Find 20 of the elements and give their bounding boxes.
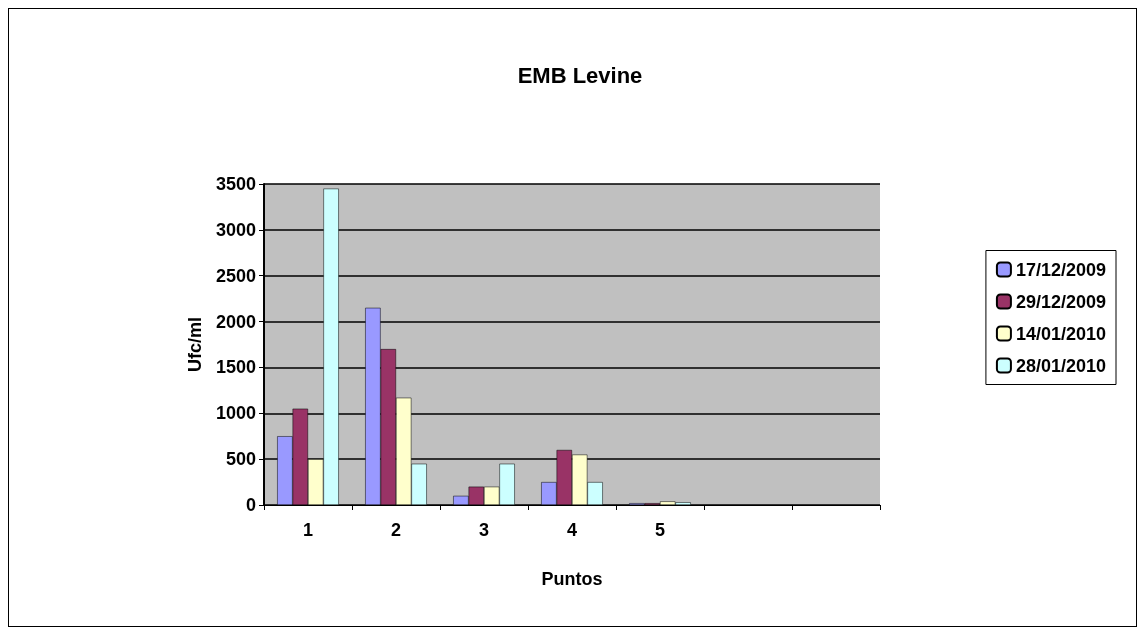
x-tick-label: 1 xyxy=(302,520,314,540)
y-tick-label: 500 xyxy=(225,449,256,470)
y-tick-label: 1000 xyxy=(215,403,256,424)
y-tick-label: 3500 xyxy=(215,174,256,194)
legend-label: 17/12/2009 xyxy=(1015,259,1107,280)
y-tick-label: 0 xyxy=(245,495,256,515)
x-axis-title: Puntos xyxy=(541,569,603,589)
y-axis-title: Ufc/ml xyxy=(185,316,205,373)
x-tick-label: 2 xyxy=(390,520,402,540)
legend-label: 29/12/2009 xyxy=(1015,291,1107,312)
y-tick-label: 1500 xyxy=(215,357,256,378)
x-tick-label: 3 xyxy=(478,520,490,540)
legend-label: 28/01/2010 xyxy=(1015,355,1107,376)
legend-label: 14/01/2010 xyxy=(1015,323,1107,344)
x-tick-label: 5 xyxy=(654,520,666,540)
y-tick-label: 2000 xyxy=(215,311,256,332)
x-tick-label: 4 xyxy=(566,520,578,540)
y-tick-label: 2500 xyxy=(215,265,256,286)
y-tick-label: 3000 xyxy=(215,219,256,240)
chart-title: EMB Levine xyxy=(517,62,643,88)
